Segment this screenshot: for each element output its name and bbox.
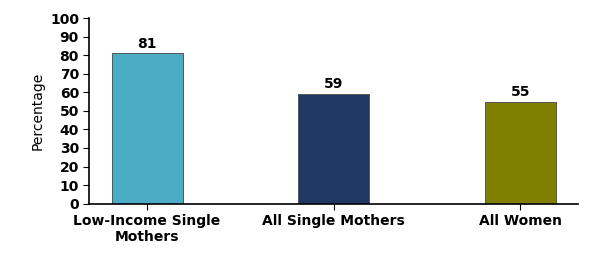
Bar [111,54,182,204]
Bar [298,94,370,204]
Bar [485,102,556,204]
Text: 59: 59 [324,78,343,91]
Text: 81: 81 [137,37,157,51]
Y-axis label: Percentage: Percentage [30,72,45,150]
Text: 55: 55 [511,85,530,99]
